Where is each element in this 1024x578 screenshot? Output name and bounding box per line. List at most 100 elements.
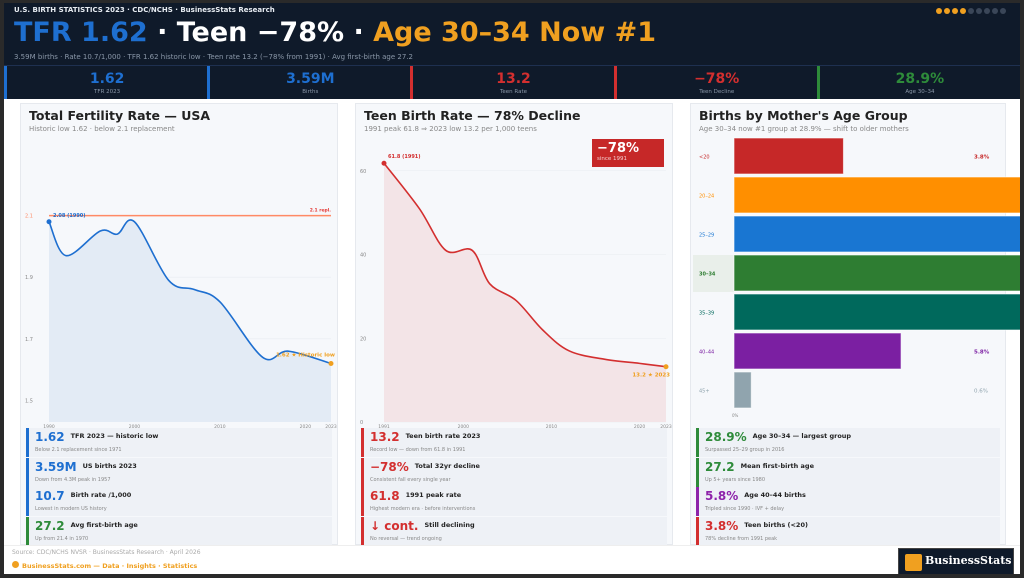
latest-annotation: 1.62 ★ Historic low: [276, 352, 335, 358]
peak-point: [381, 160, 387, 166]
source: Source: CDC/NCHS NVSR · BusinessStats Re…: [12, 549, 201, 556]
card-heading: 1.62 TFR 2023 — historic low: [35, 430, 158, 445]
page-dot[interactable]: [968, 8, 974, 14]
card-title: Still declining: [424, 520, 475, 529]
panel-subtitle: 1991 peak 61.8 ⇒ 2023 low 13.2 per 1,000…: [364, 125, 537, 133]
card-heading: 10.7 Birth rate /1,000: [35, 489, 131, 504]
panel-title: Total Fertility Rate — USA: [29, 108, 211, 123]
category-label: 45+: [699, 389, 710, 395]
kpi-card: 28.9% Age 30–34: [816, 66, 1020, 99]
kpi-label: Teen Rate: [499, 89, 528, 95]
bar: [733, 137, 844, 175]
kpi-value: −78%: [694, 71, 740, 87]
kpi-card: 3.59M Births: [207, 66, 410, 99]
bar: [733, 215, 1020, 253]
page-dot[interactable]: [952, 8, 958, 14]
card-value: 3.59M: [35, 459, 77, 474]
page-dots[interactable]: [936, 8, 1006, 14]
peak-annotation: 2.08 (1990): [53, 213, 86, 219]
age-panel: Births by Mother's Age Group Age 30–34 n…: [690, 103, 1020, 546]
x-tick-label: 2023: [325, 424, 337, 430]
headline-tfr: TFR 1.62: [14, 17, 148, 48]
page-dot[interactable]: [944, 8, 950, 14]
y-tick-label: 1.5: [25, 398, 33, 404]
stat-card: 27.2 Mean first-birth age Up 5+ years sinc…: [696, 457, 1000, 487]
x-tick-label: 0%: [732, 413, 739, 418]
panel-subtitle: Age 30–34 now #1 group at 28.9% — shift …: [699, 125, 909, 133]
card-sub: Consistent fall every single year: [370, 476, 451, 483]
kpi-card: 13.2 Teen Rate: [410, 66, 613, 99]
kpi-label: Age 30–34: [905, 89, 935, 95]
category-label: 20–24: [699, 194, 714, 200]
footer: Source: CDC/NCHS NVSR · BusinessStats Re…: [4, 545, 1020, 574]
header: U.S. BIRTH STATISTICS 2023 · CDC/NCHS · …: [4, 3, 1020, 99]
x-tick-label: 2010: [546, 424, 558, 430]
teen-chart: 0 20 40 60 1991 2000 2010 2020 2023 61.8 (1991) 13…: [360, 154, 672, 430]
stat-card: 61.8 1991 peak rate Highest modern era · b…: [361, 487, 667, 516]
tfr-chart: 1.5 1.7 1.9 2.1 1990 2000 2010 2020 2023 2.1 repl…: [25, 208, 337, 430]
badge-sub: since 1991: [597, 156, 628, 162]
category-label: 25–29: [699, 233, 714, 239]
page-dot[interactable]: [976, 8, 982, 14]
bar: [733, 332, 902, 370]
card-heading: 5.8% Age 40–44 births: [705, 489, 806, 504]
card-sub: Up from 21.4 in 1970: [35, 535, 89, 542]
kicker: U.S. BIRTH STATISTICS 2023 · CDC/NCHS · …: [14, 6, 275, 14]
card-value: ↓ cont.: [370, 518, 419, 533]
teen-cards: 13.2 Teen birth rate 2023 Record low — dow…: [361, 428, 667, 546]
page-dot[interactable]: [1000, 8, 1006, 14]
page-dot[interactable]: [936, 8, 942, 14]
x-tick-label: 1990: [43, 424, 55, 430]
card-sub: Surpassed 25–29 group in 2016: [705, 447, 785, 453]
reference-label: 2.1 repl.: [310, 208, 332, 214]
subline: 3.59M births · Rate 10.7/1,000 · TFR 1.6…: [14, 53, 413, 61]
card-heading: 27.2 Avg first-birth age: [35, 519, 138, 534]
kpi-value: 13.2: [496, 71, 531, 87]
y-tick-label: 20: [360, 336, 366, 342]
kpi-value: 28.9%: [895, 71, 945, 87]
card-value: 28.9%: [705, 430, 747, 444]
card-value: −78%: [370, 459, 409, 474]
card-heading: 13.2 Teen birth rate 2023: [370, 430, 480, 445]
y-tick-label: 1.7: [25, 337, 33, 343]
teen-panel: Teen Birth Rate — 78% Decline 1991 peak …: [355, 103, 673, 546]
headline: TFR 1.62 · Teen −78% · Age 30–34 Now #1: [14, 17, 656, 49]
card-heading: ↓ cont. Still declining: [370, 519, 475, 534]
kpi-label: Births: [302, 89, 319, 95]
page-dot[interactable]: [992, 8, 998, 14]
card-value: 5.8%: [705, 489, 739, 503]
card-sub: Lowest in modern US history: [35, 506, 107, 512]
kpi-card: −78% Teen Decline: [613, 66, 817, 99]
brand-text: BusinessStats.com — Data · Insights · St…: [22, 562, 198, 570]
area-fill: [384, 163, 666, 422]
stat-card: 27.2 Avg first-birth age Up from 21.4 in 1…: [26, 516, 332, 546]
age-chart: <20 3.8% 20–24 25–29 30–34 35–39 40–44 5.8% 45+ 0…: [693, 137, 1020, 418]
card-title: Teen birth rate 2023: [405, 432, 481, 440]
headline-age: Age 30–34 Now #1: [373, 17, 657, 48]
brand-dot-icon: [12, 561, 19, 568]
card-sub: No reversal — trend ongoing: [370, 535, 442, 542]
y-tick-label: 60: [360, 169, 366, 175]
panel-title: Births by Mother's Age Group: [699, 108, 908, 123]
category-label: 40–44: [699, 350, 714, 356]
logo-text: BusinessStats: [925, 554, 1012, 567]
x-tick-label: 2020: [300, 424, 312, 430]
kpi-label: TFR 2023: [94, 89, 121, 95]
page-dot[interactable]: [984, 8, 990, 14]
bar: [733, 254, 1020, 292]
card-title: US births 2023: [82, 461, 137, 470]
x-tick-label: 1991: [378, 424, 390, 430]
tfr-cards: 1.62 TFR 2023 — historic low Below 2.1 rep…: [26, 428, 332, 546]
card-title: Mean first-birth age: [740, 461, 814, 470]
card-title: 1991 peak rate: [405, 491, 462, 499]
age-cards: 28.9% Age 30–34 — largest group Surpassed …: [696, 428, 1000, 546]
category-label: 35–39: [699, 311, 714, 317]
logo: BusinessStats: [898, 548, 1014, 574]
stat-card: 3.8% Teen births (<20) 78% decline from 19…: [696, 516, 1000, 546]
kpi-value: 1.62: [89, 71, 125, 87]
page-dot[interactable]: [960, 8, 966, 14]
card-value: 27.2: [35, 518, 65, 533]
latest-point: [663, 364, 669, 370]
value-label: 0.6%: [974, 389, 988, 395]
brand-link[interactable]: BusinessStats.com — Data · Insights · St…: [12, 561, 197, 571]
